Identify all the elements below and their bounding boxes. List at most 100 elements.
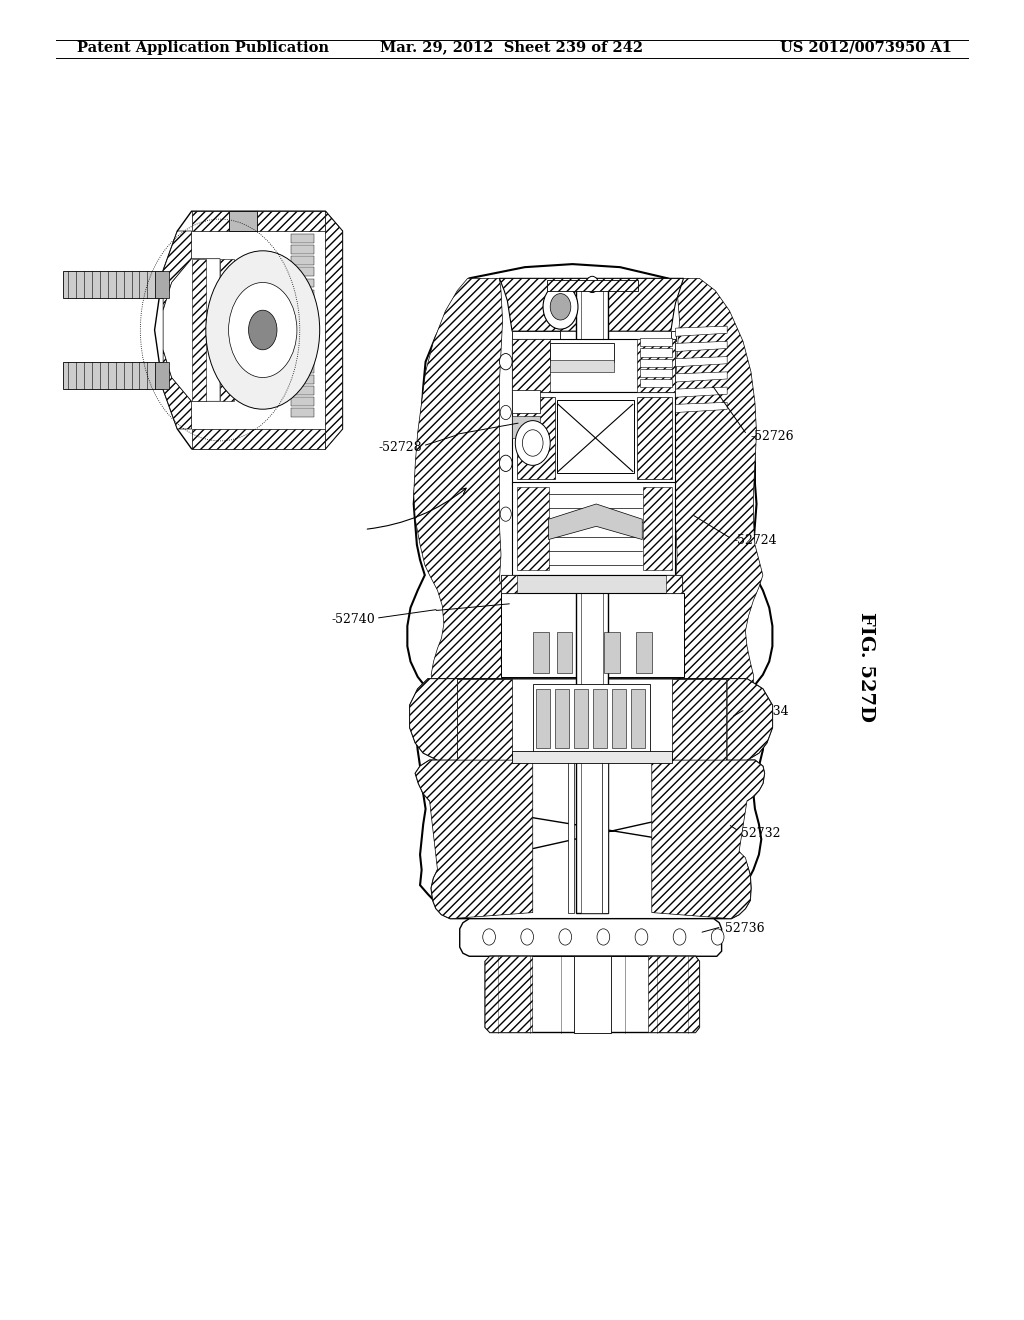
Bar xyxy=(291,246,314,253)
Text: 52736: 52736 xyxy=(725,923,764,936)
Circle shape xyxy=(500,507,511,521)
Bar xyxy=(228,211,257,231)
Polygon shape xyxy=(676,403,727,412)
Bar xyxy=(640,379,672,387)
Circle shape xyxy=(635,929,648,945)
Bar xyxy=(291,387,314,395)
Bar xyxy=(291,279,314,288)
Circle shape xyxy=(586,276,599,293)
Bar xyxy=(640,338,672,346)
Bar xyxy=(291,268,314,276)
Bar xyxy=(512,751,673,763)
Polygon shape xyxy=(500,279,684,331)
Text: -52724: -52724 xyxy=(733,535,777,546)
Polygon shape xyxy=(220,259,234,401)
Bar xyxy=(517,397,555,479)
Polygon shape xyxy=(191,429,326,449)
Circle shape xyxy=(206,251,319,409)
Polygon shape xyxy=(410,678,458,760)
Polygon shape xyxy=(485,956,532,1032)
Bar xyxy=(291,397,314,407)
Circle shape xyxy=(550,293,570,319)
Bar xyxy=(512,339,675,392)
Text: Patent Application Publication: Patent Application Publication xyxy=(77,41,329,54)
Polygon shape xyxy=(676,342,727,351)
Polygon shape xyxy=(416,760,532,919)
Circle shape xyxy=(673,929,686,945)
Bar xyxy=(640,359,672,367)
Bar xyxy=(636,632,652,673)
Polygon shape xyxy=(652,760,765,919)
Bar xyxy=(291,364,314,372)
Bar xyxy=(512,482,675,576)
Polygon shape xyxy=(631,689,645,748)
Bar xyxy=(637,397,672,479)
Circle shape xyxy=(597,929,609,945)
Bar xyxy=(666,594,682,677)
Polygon shape xyxy=(191,211,326,231)
Polygon shape xyxy=(549,504,642,540)
Bar xyxy=(557,400,634,474)
Bar xyxy=(291,234,314,243)
Polygon shape xyxy=(408,264,772,924)
Circle shape xyxy=(543,284,578,329)
Polygon shape xyxy=(410,678,772,760)
Bar xyxy=(512,339,550,392)
Polygon shape xyxy=(414,279,507,711)
Polygon shape xyxy=(574,689,588,748)
Polygon shape xyxy=(460,919,722,956)
Bar xyxy=(512,392,675,483)
Circle shape xyxy=(712,929,724,945)
Bar xyxy=(604,632,620,673)
Text: -52726: -52726 xyxy=(751,430,794,444)
Text: Mar. 29, 2012  Sheet 239 of 242: Mar. 29, 2012 Sheet 239 of 242 xyxy=(381,41,643,54)
Bar xyxy=(512,391,540,412)
Bar xyxy=(501,594,517,677)
Bar xyxy=(577,286,608,912)
Polygon shape xyxy=(501,594,684,677)
Polygon shape xyxy=(727,678,772,760)
Bar xyxy=(567,760,574,912)
Bar xyxy=(671,331,676,342)
Bar xyxy=(63,271,163,298)
Circle shape xyxy=(482,929,496,945)
Bar xyxy=(512,331,560,342)
Polygon shape xyxy=(458,678,512,760)
Circle shape xyxy=(515,421,550,466)
Polygon shape xyxy=(555,689,569,748)
Bar xyxy=(501,576,682,594)
Polygon shape xyxy=(593,689,607,748)
Bar xyxy=(640,368,672,378)
Circle shape xyxy=(522,430,543,457)
Circle shape xyxy=(228,282,297,378)
Bar xyxy=(602,760,608,912)
Polygon shape xyxy=(668,279,763,711)
Bar xyxy=(291,408,314,417)
Bar xyxy=(291,375,314,384)
Bar xyxy=(63,362,163,389)
Bar xyxy=(291,256,314,265)
Polygon shape xyxy=(536,689,550,748)
Polygon shape xyxy=(326,211,342,449)
Polygon shape xyxy=(163,350,191,429)
Bar xyxy=(640,348,672,356)
Bar xyxy=(582,286,603,912)
Polygon shape xyxy=(547,280,638,290)
Bar xyxy=(637,339,675,392)
Bar xyxy=(532,684,650,752)
Polygon shape xyxy=(155,211,342,449)
Polygon shape xyxy=(416,760,765,919)
Circle shape xyxy=(500,405,511,420)
Bar xyxy=(557,632,572,673)
Polygon shape xyxy=(676,356,727,367)
Polygon shape xyxy=(191,259,206,401)
Polygon shape xyxy=(676,387,727,397)
Circle shape xyxy=(559,929,571,945)
Text: 52734: 52734 xyxy=(749,705,788,718)
Text: -52728: -52728 xyxy=(378,441,422,454)
Bar xyxy=(574,956,610,1032)
Polygon shape xyxy=(163,259,220,401)
Bar xyxy=(501,576,517,594)
Polygon shape xyxy=(672,678,726,760)
Bar xyxy=(155,271,169,298)
